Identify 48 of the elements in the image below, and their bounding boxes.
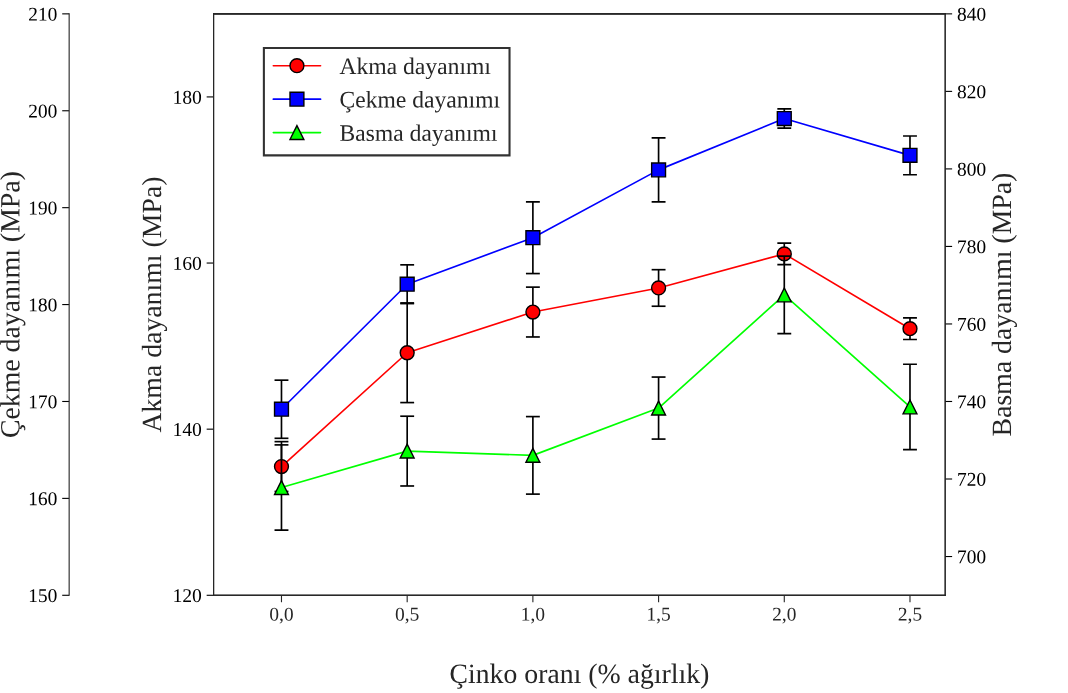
point <box>525 230 541 246</box>
point <box>399 345 415 361</box>
y2-tick-label: 720 <box>958 472 986 486</box>
y3-tick-label: 180 <box>29 298 57 312</box>
y2-tick-label: 740 <box>958 395 986 409</box>
y3-tick-label: 190 <box>29 201 57 215</box>
y2-tick-label: 700 <box>958 550 986 564</box>
point <box>273 401 290 417</box>
y-tick-label: 160 <box>174 256 202 270</box>
y3-tick-label: 210 <box>29 7 57 21</box>
point <box>399 443 415 459</box>
x-axis-title: Çinko oranı (% ağırlık) <box>450 663 709 689</box>
y-tick-label: 120 <box>174 589 202 603</box>
y3-tick-label: 170 <box>29 395 57 409</box>
legend-label: Akma dayanımı <box>339 57 491 80</box>
point <box>776 287 792 303</box>
y2-axis-title: Basma dayanımı (MPa) <box>991 173 1017 436</box>
point <box>902 147 918 163</box>
x-tick-label: 2,0 <box>772 607 796 624</box>
point <box>650 400 667 416</box>
x-tick-label: 0,5 <box>395 607 419 624</box>
y-tick-label: 180 <box>174 90 202 104</box>
x-tick-label: 2,5 <box>898 607 922 624</box>
y2-tick-label: 760 <box>958 317 986 331</box>
y3-axis-title: Çekme dayanımı (MPa) <box>0 172 26 437</box>
point <box>273 458 290 475</box>
point <box>399 276 415 292</box>
x-tick-label: 1,5 <box>648 607 670 624</box>
x-tick-label: 0,0 <box>270 607 293 624</box>
point <box>902 321 918 337</box>
legend-label: Basma dayanımı <box>340 124 498 146</box>
y2-tick-label: 840 <box>957 7 986 21</box>
x-tick-label: 1,0 <box>522 607 545 624</box>
point <box>902 399 918 415</box>
y-tick-label: 140 <box>174 422 202 437</box>
y2-tick-label: 780 <box>958 240 986 254</box>
point <box>525 447 541 463</box>
y2-tick-label: 800 <box>957 162 986 176</box>
point <box>650 280 667 296</box>
y3-tick-label: 200 <box>29 104 57 118</box>
point <box>525 304 541 320</box>
point <box>273 479 290 496</box>
y3-tick-label: 160 <box>29 492 57 506</box>
y3-tick-label: 150 <box>29 589 57 603</box>
y2-tick-label: 820 <box>957 85 986 99</box>
legend-label: Çekme dayanımı <box>340 91 500 113</box>
point <box>650 162 667 178</box>
y-axis-title: Akma dayanımı (MPa) <box>141 177 168 433</box>
